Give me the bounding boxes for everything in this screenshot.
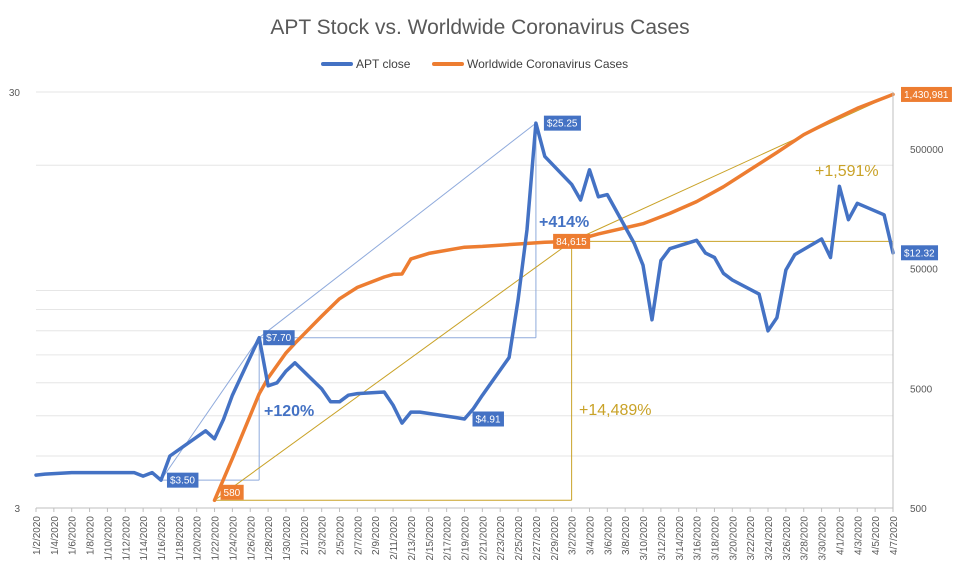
x-tick-label: 1/4/2020 [50, 516, 61, 555]
guide-lines [160, 93, 894, 501]
label-apt-feb-low: $4.91 [472, 411, 504, 427]
right-axis-tick-label: 500 [910, 504, 927, 515]
x-tick-label: 3/6/2020 [603, 516, 614, 555]
x-tick-label: 3/24/2020 [764, 516, 775, 561]
x-tick-label: 3/20/2020 [728, 516, 739, 561]
x-tick-label: 1/2/2020 [32, 516, 43, 555]
label-apt-low-box [166, 472, 199, 488]
x-tick-label: 3/28/2020 [800, 516, 811, 561]
legend-label-cases: Worldwide Coronavirus Cases [467, 57, 628, 71]
x-tick-label: 3/12/2020 [657, 516, 668, 561]
x-tick-label: 2/21/2020 [478, 516, 489, 561]
label-apt-feb-low-text: $4.91 [476, 414, 501, 425]
x-tick-label: 3/26/2020 [782, 516, 793, 561]
annotation-pct-1591: +1,591% [815, 163, 879, 180]
gridlines [36, 91, 893, 509]
right-axis-tick-label: 500000 [910, 145, 944, 156]
label-apt-jan-peak-text: $7.70 [266, 333, 291, 344]
x-tick-label: 4/5/2020 [871, 516, 882, 555]
axes: 30 3 500000 50000 5000 500 1/2/2020 1/4/2020 1/6… [9, 88, 944, 561]
x-tick-label: 1/20/2020 [193, 516, 204, 561]
series-layer [34, 92, 895, 503]
x-tick-label: 1/10/2020 [103, 516, 114, 561]
x-tick-label: 3/10/2020 [639, 516, 650, 561]
right-axis-tick-label: 5000 [910, 384, 933, 395]
label-apt-last-text: $12.32 [904, 248, 935, 259]
x-tick-label: 3/8/2020 [621, 516, 632, 555]
right-axis-tick-label: 50000 [910, 265, 938, 276]
x-tick-label: 1/14/2020 [139, 516, 150, 561]
label-cases-start-box [220, 484, 244, 500]
x-tick-label: 2/23/2020 [496, 516, 507, 561]
label-apt-jan-peak-box [263, 330, 295, 346]
x-tick-label: 2/11/2020 [389, 516, 400, 560]
label-cases-mid-text: 84,615 [556, 237, 587, 248]
label-apt-last-box [901, 245, 939, 261]
series-line-apt [34, 121, 895, 482]
x-tick-label: 4/1/2020 [835, 516, 846, 555]
x-tick-label: 3/18/2020 [710, 516, 721, 561]
x-tick-label: 1/8/2020 [86, 516, 97, 555]
x-tick-label: 2/29/2020 [550, 516, 561, 561]
x-tick-label: 2/13/2020 [407, 516, 418, 561]
x-tick-label: 1/24/2020 [228, 516, 239, 561]
label-apt-peak: $25.25 [543, 115, 581, 131]
guide-cases-slope [214, 240, 572, 501]
left-axis-tick-label: 30 [9, 88, 21, 99]
x-tick-label: 4/7/2020 [889, 516, 900, 555]
x-tick-label: 3/4/2020 [585, 516, 596, 555]
label-cases-start: 580 [220, 484, 244, 500]
x-tick-label: 2/27/2020 [532, 516, 543, 561]
annotation-pct-120: +120% [264, 403, 314, 420]
label-apt-feb-low-box [472, 411, 504, 427]
label-cases-last-box [901, 86, 952, 102]
x-tick-label: 2/5/2020 [336, 516, 347, 555]
guide-apt-slope [160, 337, 260, 481]
label-cases-mid-box [553, 233, 591, 249]
label-apt-low: $3.50 [166, 472, 199, 488]
x-tick-label: 3/14/2020 [675, 516, 686, 561]
label-cases-last-text: 1,430,981 [904, 90, 949, 101]
x-tick-label: 1/22/2020 [211, 516, 222, 561]
x-tick-label: 1/30/2020 [282, 516, 293, 561]
legend-label-apt: APT close [356, 57, 411, 71]
x-tick-label: 1/6/2020 [68, 516, 79, 555]
label-cases-start-text: 580 [224, 488, 241, 499]
x-tick-label: 2/19/2020 [461, 516, 472, 561]
x-tick-label: 1/18/2020 [175, 516, 186, 561]
left-axis-tick-label: 3 [14, 504, 20, 515]
x-tick-label: 2/15/2020 [425, 516, 436, 561]
label-apt-peak-box [543, 115, 581, 131]
annotation-pct-414: +414% [539, 214, 589, 231]
x-tick-label: 3/16/2020 [693, 516, 704, 561]
label-apt-peak-text: $25.25 [547, 119, 578, 130]
guide-cases-slope-2 [571, 93, 894, 242]
label-apt-last: $12.32 [901, 245, 939, 261]
x-tick-label: 3/30/2020 [818, 516, 829, 561]
x-tick-label: 1/26/2020 [246, 516, 257, 561]
series-line-cases [212, 92, 895, 503]
x-tick-label: 2/9/2020 [371, 516, 382, 555]
label-apt-jan-peak: $7.70 [263, 330, 295, 346]
label-cases-last: 1,430,981 [901, 86, 952, 102]
x-tick-label: 2/17/2020 [443, 516, 454, 561]
chart-title: APT Stock vs. Worldwide Coronavirus Case… [270, 16, 689, 39]
x-tick-label: 1/12/2020 [121, 516, 132, 561]
x-tick-label: 2/7/2020 [353, 516, 364, 555]
label-cases-mid: 84,615 [553, 233, 591, 249]
x-tick-label: 2/3/2020 [318, 516, 329, 555]
guide-apt-slope-2 [258, 122, 537, 339]
x-tick-label: 1/16/2020 [157, 516, 168, 561]
x-tick-label: 2/25/2020 [514, 516, 525, 561]
x-tick-label: 3/22/2020 [746, 516, 757, 561]
x-tick-label: 1/28/2020 [264, 516, 275, 561]
x-tick-label: 2/1/2020 [300, 516, 311, 555]
x-tick-label: 3/2/2020 [568, 516, 579, 555]
label-apt-low-text: $3.50 [170, 476, 195, 487]
data-labels: $3.50 $7.70 $4.91 $25.25 $12.32 580 84,615 1,43… [166, 86, 952, 500]
annotation-pct-14489: +14,489% [579, 402, 652, 419]
legend: APT close Worldwide Coronavirus Cases [321, 57, 628, 71]
x-tick-label: 4/3/2020 [853, 516, 864, 555]
